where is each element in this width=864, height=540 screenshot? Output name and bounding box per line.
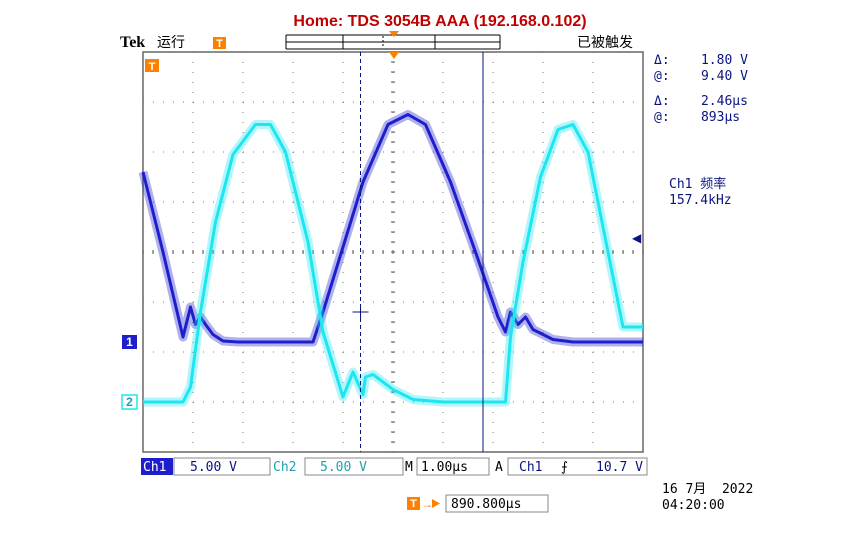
cursor-time-at: @: 893µs	[654, 110, 740, 125]
position-arrow-icon: →	[421, 497, 433, 511]
ch2-ground-marker[interactable]: 2	[121, 394, 138, 410]
ch2-scale-box[interactable]	[304, 457, 404, 476]
trace-ch2	[143, 123, 643, 404]
graticule	[142, 51, 644, 453]
timebase-box[interactable]	[416, 457, 490, 476]
time-readout: 04:20:00	[662, 498, 725, 513]
trigger-marker-top-label: T	[216, 38, 223, 50]
waveform-traces	[138, 110, 643, 407]
ch1-label-box[interactable]	[141, 458, 173, 475]
measurement-value: 157.4kHz	[669, 193, 732, 208]
trigger-marker-left: T	[145, 59, 159, 73]
ch2-marker-label: 2	[126, 395, 133, 409]
cursor-volt-at: @: 9.40 V	[654, 69, 748, 84]
cursor-time-delta: Δ: 2.46µs	[654, 94, 748, 109]
timebase-value: 1.00µs	[421, 460, 468, 475]
page-title: Home: TDS 3054B AAA (192.168.0.102)	[293, 13, 586, 30]
record-position-marker	[389, 31, 399, 37]
ch1-label: Ch1	[143, 460, 166, 475]
ch1-scale: 5.00 V	[190, 460, 237, 475]
trigger-level-marker[interactable]: ◀	[632, 231, 642, 245]
trigger-source: Ch1	[519, 460, 542, 475]
position-t-icon: T	[410, 498, 417, 510]
timebase-label: M	[405, 460, 413, 475]
cursor-volt-delta: Δ: 1.80 V	[654, 53, 748, 68]
brand-logo: Tek	[120, 34, 145, 51]
trigger-slope-icon: ⨍	[561, 460, 568, 475]
run-state: 运行	[157, 35, 185, 51]
bottom-status-bar: Ch1 5.00 V Ch2 5.00 V M 1.00µs A Ch1 ⨍ 1…	[141, 457, 648, 476]
cursor-lines	[352, 52, 484, 452]
trace-ch2-glow	[143, 120, 643, 407]
ch2-label[interactable]: Ch2	[273, 460, 296, 475]
trigger-marker-left-label: T	[149, 61, 156, 73]
record-view-bar	[285, 31, 501, 50]
measurement-label: Ch1 频率	[669, 176, 726, 192]
trigger-level-value: 10.7 V	[596, 460, 643, 475]
trigger-status: 已被触发	[577, 35, 633, 51]
ch1-scale-box[interactable]	[173, 457, 271, 476]
ch1-marker-label: 1	[126, 335, 133, 349]
ch1-ground-marker[interactable]: 1	[122, 335, 137, 349]
trigger-settings-box[interactable]	[507, 457, 648, 476]
horizontal-position-readout[interactable]: T → 890.800µs	[407, 494, 549, 513]
ch2-scale: 5.00 V	[320, 460, 367, 475]
record-top-marker	[389, 52, 399, 59]
trigger-marker-top: T	[213, 37, 226, 50]
position-value: 890.800µs	[451, 497, 521, 512]
date-readout: 16 7月 2022	[662, 482, 753, 497]
trigger-a-label: A	[495, 460, 503, 475]
